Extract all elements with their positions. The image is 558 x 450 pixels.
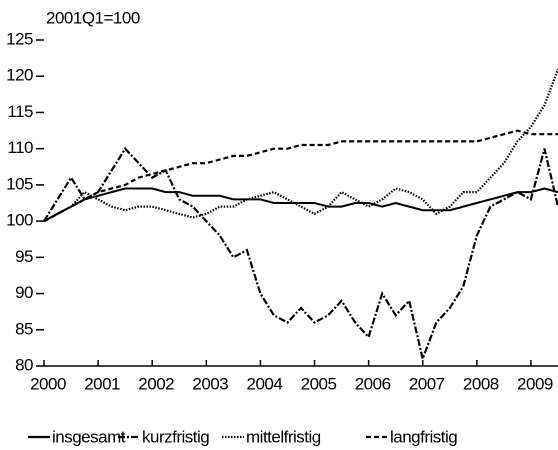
x-tick-label: 2008 bbox=[463, 374, 499, 393]
y-tick-label: 120 bbox=[6, 66, 33, 85]
y-tick-label: 125 bbox=[6, 29, 33, 48]
y-tick-label: 80 bbox=[15, 355, 33, 374]
series-line bbox=[43, 129, 558, 223]
x-tick-label: 2007 bbox=[409, 374, 445, 393]
y-tick-label: 110 bbox=[7, 138, 33, 157]
legend-label: kurzfristig bbox=[142, 427, 209, 446]
chart-subtitle: 2001Q1=100 bbox=[46, 8, 140, 27]
series-line bbox=[43, 146, 558, 363]
y-tick-label: 100 bbox=[6, 211, 33, 230]
y-tick-label: 105 bbox=[6, 174, 33, 193]
y-tick-label: 95 bbox=[15, 247, 33, 266]
legend-label: insgesamt bbox=[52, 427, 126, 446]
y-tick-label: 90 bbox=[15, 283, 33, 302]
y-tick-label: 85 bbox=[15, 319, 33, 338]
x-tick-label: 2009 bbox=[517, 374, 553, 393]
x-tick-label: 2004 bbox=[247, 374, 283, 393]
series-line bbox=[43, 187, 558, 222]
x-tick-label: 2000 bbox=[30, 374, 66, 393]
x-tick-label: 2006 bbox=[355, 374, 391, 393]
legend-label: langfristig bbox=[390, 427, 457, 446]
legend-label: mittelfristig bbox=[246, 427, 321, 446]
series-line bbox=[43, 68, 558, 223]
x-tick-label: 2005 bbox=[301, 374, 337, 393]
y-tick-label: 115 bbox=[7, 102, 33, 121]
x-tick-label: 2001 bbox=[84, 374, 120, 393]
x-tick-label: 2002 bbox=[138, 374, 174, 393]
x-tick-label: 2003 bbox=[192, 374, 228, 393]
